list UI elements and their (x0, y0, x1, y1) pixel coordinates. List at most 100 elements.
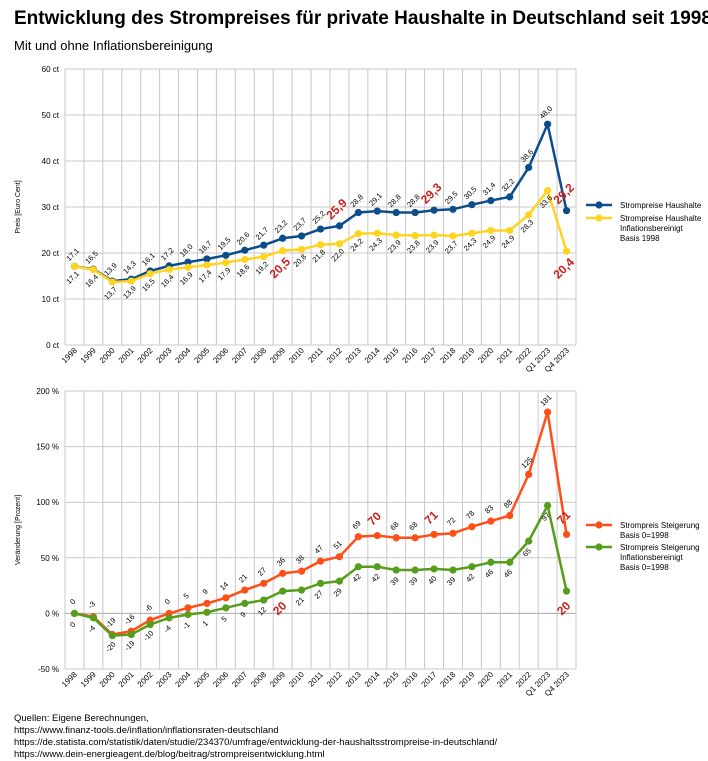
legend-swatch-marker (595, 521, 603, 529)
data-point (487, 517, 495, 525)
x-tick-label: 2019 (457, 346, 476, 365)
data-point (430, 231, 438, 239)
data-label: -19 (122, 639, 136, 653)
data-point (335, 577, 344, 585)
x-tick-label: 1998 (60, 346, 79, 365)
data-label: 5 (182, 591, 191, 600)
legend-label: Strompreis Steigerung (620, 543, 700, 552)
data-point (506, 193, 514, 201)
x-tick-label: 2018 (438, 670, 457, 689)
data-point (241, 246, 249, 254)
data-label: 21 (294, 595, 306, 607)
x-tick-label: 2002 (136, 670, 155, 689)
data-point (184, 258, 192, 266)
data-point (260, 253, 268, 261)
x-tick-label: 1999 (79, 346, 98, 365)
data-label: 38 (294, 553, 306, 565)
x-tick-label: 2003 (155, 670, 174, 689)
x-tick-label: 2004 (173, 670, 192, 689)
data-label: 24,3 (367, 236, 384, 253)
data-label: 13,9 (102, 261, 119, 278)
x-tick-label: 2012 (325, 346, 344, 365)
data-point (411, 566, 419, 574)
data-point (506, 226, 514, 235)
x-tick-label: 2009 (268, 346, 287, 365)
data-point (108, 632, 116, 640)
data-point (544, 186, 552, 195)
data-label: 29,1 (367, 191, 384, 208)
data-point (449, 529, 457, 537)
data-label: -16 (122, 612, 136, 626)
data-point (468, 201, 476, 209)
data-point (562, 247, 571, 255)
y-tick-label: 30 ct (42, 203, 60, 212)
data-point (316, 579, 325, 587)
data-point (165, 614, 173, 622)
data-point (241, 599, 249, 607)
data-point (89, 614, 97, 622)
data-label: 46 (502, 567, 514, 579)
x-tick-label: 2015 (382, 670, 401, 689)
data-label: 42 (350, 572, 362, 584)
data-label: 125 (519, 455, 534, 470)
data-label: 39 (407, 575, 419, 587)
data-point (411, 208, 419, 217)
legend-swatch-marker (595, 201, 603, 209)
data-label: 39 (445, 575, 457, 587)
data-point (392, 208, 400, 217)
data-label: 14,3 (121, 259, 138, 276)
data-point (70, 262, 79, 270)
data-point (260, 596, 268, 604)
data-point (127, 277, 135, 285)
data-label: -10 (141, 629, 155, 643)
data-point (316, 557, 325, 565)
data-label: 51 (332, 539, 344, 551)
x-tick-label: 1999 (79, 670, 98, 689)
data-point (184, 610, 192, 619)
data-point (468, 523, 476, 531)
series-line (74, 504, 568, 637)
x-tick-label: 2008 (249, 346, 268, 365)
x-tick-label: 2000 (98, 346, 117, 365)
data-label: 24,9 (500, 233, 517, 250)
data-point (146, 620, 154, 629)
data-point (297, 567, 306, 575)
y-tick-label: 150 % (36, 443, 59, 452)
data-label: 21 (237, 572, 249, 584)
y-tick-label: 0 ct (46, 341, 60, 350)
y-tick-label: 50 % (41, 554, 59, 563)
data-point (241, 255, 249, 264)
data-label: 18,0 (178, 242, 195, 259)
sources-heading: Quellen: Eigene Berechnungen, (14, 713, 149, 724)
data-label: -4 (162, 624, 173, 635)
data-point (449, 566, 457, 574)
data-label: 14 (218, 580, 230, 592)
data-label: 83 (483, 503, 495, 515)
x-tick-label: 2017 (420, 346, 439, 365)
x-tick-label: 2003 (155, 346, 174, 365)
x-tick-label: 2010 (287, 346, 306, 365)
data-point (184, 263, 192, 271)
data-point (260, 579, 268, 587)
legend-label: Strompreis Steigerung (620, 521, 700, 530)
x-tick-label: 2018 (438, 346, 457, 365)
data-label: 17,4 (197, 268, 214, 285)
data-point (525, 470, 533, 478)
data-label: 19,5 (216, 235, 233, 252)
data-point (430, 530, 438, 539)
data-point (241, 586, 249, 594)
data-label: 17,1 (64, 246, 81, 263)
data-label: 24,3 (462, 236, 479, 253)
data-point (392, 534, 400, 542)
data-point (297, 232, 306, 240)
data-label: 16,9 (178, 270, 195, 287)
x-tick-label: 2009 (268, 670, 287, 689)
data-label: 21,8 (310, 248, 327, 265)
data-point (487, 226, 495, 235)
data-label: 18,6 (235, 262, 252, 279)
data-label: 48,0 (537, 104, 554, 121)
x-tick-label: 2016 (401, 346, 420, 365)
data-label: 31,4 (481, 180, 498, 197)
data-point (279, 234, 287, 242)
data-label: 23,7 (291, 216, 308, 233)
